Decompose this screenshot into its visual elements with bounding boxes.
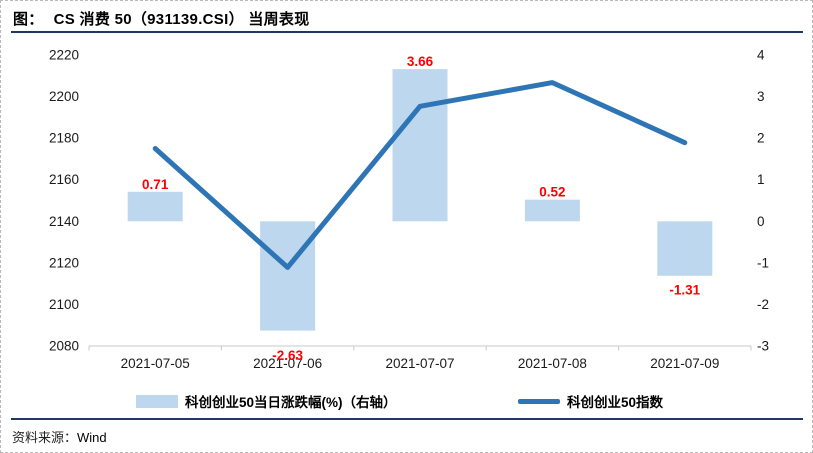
x-axis-label: 2021-07-05 [121, 356, 190, 371]
bar-value-label: 3.66 [407, 54, 434, 69]
left-axis-tick-label: 2100 [49, 297, 79, 312]
left-axis-tick-label: 2220 [49, 48, 79, 63]
bar-value-label: 0.52 [539, 185, 565, 200]
bar-value-label: 0.71 [142, 177, 169, 192]
source-label: 资料来源： [12, 430, 78, 445]
bar-series-swatch [136, 394, 178, 408]
line-series-swatch [517, 398, 560, 404]
bar [392, 69, 448, 222]
left-axis-tick-label: 2080 [49, 339, 79, 354]
left-axis-tick-label: 2200 [49, 89, 79, 104]
right-axis-tick-label: -3 [757, 339, 769, 354]
title-divider [11, 31, 803, 33]
bar [524, 199, 580, 222]
right-axis-tick-label: -2 [757, 297, 769, 312]
x-axis-label: 2021-07-07 [385, 356, 454, 371]
right-axis-tick-label: 1 [757, 172, 765, 187]
line-series-label: 科创创业50指数 [566, 395, 663, 410]
left-axis-tick-label: 2120 [49, 255, 79, 270]
bar [260, 221, 316, 331]
left-axis-tick-label: 2160 [49, 172, 79, 187]
bar-value-label: -2.63 [272, 348, 303, 363]
right-axis-tick-label: 0 [757, 214, 765, 229]
bar [127, 191, 183, 222]
footer-divider [11, 418, 803, 420]
legend-entry-bar: 科创创业50当日涨跌幅(%)（右轴） [136, 391, 397, 411]
source-note: 资料来源：Wind [12, 427, 107, 446]
figure-label: 图： [13, 11, 44, 28]
bar-value-label: -1.31 [669, 283, 700, 298]
figure-title-text: CS 消费 50（931139.CSI） 当周表现 [53, 11, 310, 28]
left-axis-tick-label: 2140 [49, 214, 79, 229]
x-axis-label: 2021-07-06 [253, 356, 322, 371]
right-axis-tick-label: 3 [757, 89, 765, 104]
bar-series-label: 科创创业50当日涨跌幅(%)（右轴） [185, 395, 397, 410]
figure-title: 图： CS 消费 50（931139.CSI） 当周表现 [13, 8, 800, 29]
bar [657, 221, 713, 276]
right-axis-tick-label: 4 [757, 48, 765, 63]
chart-legend: 科创创业50当日涨跌幅(%)（右轴） 科创创业50指数 [136, 392, 663, 410]
chart-svg: 2220 2200 2180 2160 2140 2120 2100 2080 4 3 2 1 0 -1 -… [49, 48, 769, 372]
legend-entry-line: 科创创业50指数 [517, 391, 663, 411]
left-axis-tick-label: 2180 [49, 131, 79, 146]
x-axis-label: 2021-07-09 [650, 356, 719, 371]
source-value: Wind [77, 430, 107, 445]
x-axis-label: 2021-07-08 [518, 356, 587, 371]
index-line-series [152, 80, 688, 270]
right-axis-tick-label: -1 [757, 255, 769, 270]
right-axis-tick-label: 2 [757, 131, 765, 146]
